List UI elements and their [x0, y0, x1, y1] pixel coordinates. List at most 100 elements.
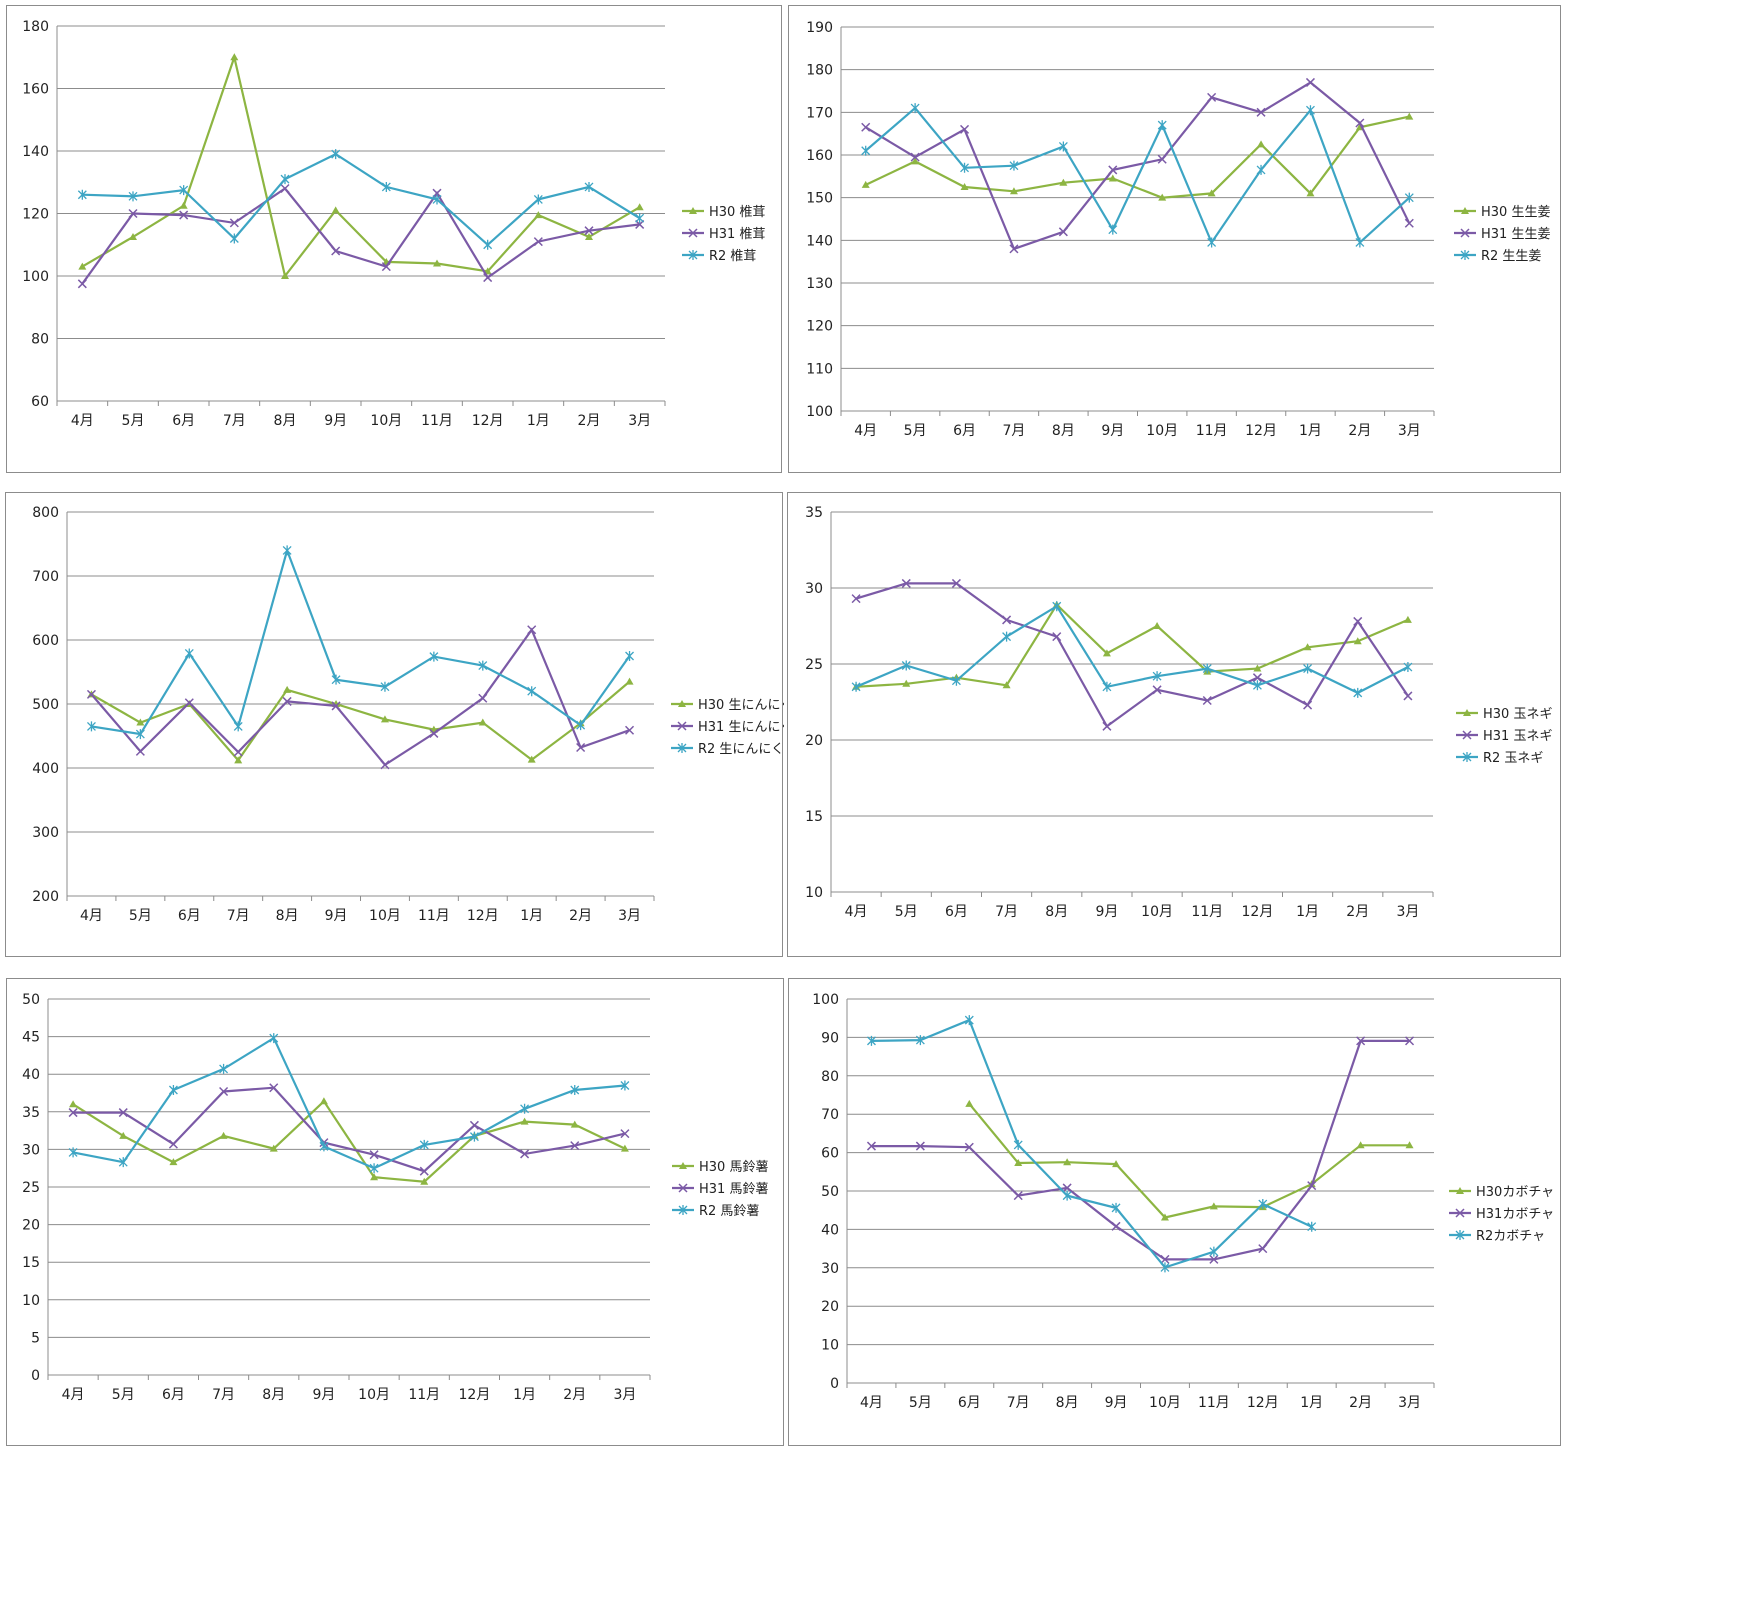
data-point	[77, 189, 87, 200]
x-tick-label: 12月	[1242, 904, 1274, 920]
series-0	[861, 112, 1414, 201]
data-point	[964, 1015, 974, 1026]
data-point	[1209, 1246, 1219, 1257]
data-point	[1356, 1036, 1366, 1046]
data-point	[86, 689, 96, 699]
y-tick-label: 300	[32, 825, 59, 841]
chart-panel-1: 60 80 100 120 140 160 180 4月 5月 6月 7月 8月 9月 10月 11月 12月…	[6, 5, 782, 473]
data-point	[128, 208, 138, 219]
data-point	[469, 1131, 479, 1142]
data-point	[381, 181, 391, 192]
x-tick-label: 10月	[1149, 1395, 1181, 1411]
y-tick-label: 90	[821, 1030, 839, 1046]
data-point	[1111, 1202, 1121, 1213]
series-1	[77, 183, 645, 289]
legend-marker	[1455, 1208, 1465, 1218]
data-point	[1160, 1262, 1170, 1273]
series-line	[73, 1086, 626, 1173]
legend-marker	[678, 1205, 688, 1215]
y-tick-label: 30	[821, 1261, 839, 1277]
series-line	[72, 1099, 626, 1183]
data-point	[118, 1108, 128, 1118]
series-line	[81, 53, 641, 279]
x-tick-label: 12月	[472, 413, 504, 429]
data-point	[1403, 615, 1412, 623]
series-line	[864, 106, 1411, 245]
data-point	[1303, 643, 1312, 651]
data-point	[1303, 663, 1313, 674]
legend-label: H30 玉ネギ	[1483, 707, 1552, 722]
y-tick-label: 25	[805, 657, 823, 673]
data-point	[960, 183, 969, 190]
legend-item: H31 椎茸	[682, 227, 765, 242]
legend: H30カボチャ H31カボチャ R2カボチャ	[1449, 1185, 1554, 1244]
data-point	[1009, 160, 1019, 171]
data-point	[910, 152, 920, 162]
data-point	[380, 681, 390, 692]
data-point	[478, 718, 487, 726]
data-point	[620, 1144, 629, 1152]
legend: H30 玉ネギ H31 玉ネギ R2 玉ネギ	[1456, 707, 1552, 766]
x-tick-label: 5月	[904, 423, 927, 439]
x-tick-label: 6月	[178, 908, 201, 924]
x-tick-label: 3月	[1398, 423, 1421, 439]
x-tick-label: 1月	[1296, 904, 1319, 920]
data-point	[964, 1142, 974, 1152]
data-point	[1305, 77, 1315, 87]
y-tick-label: 0	[830, 1376, 839, 1392]
data-point	[419, 1166, 429, 1176]
data-point	[1152, 671, 1162, 682]
data-point	[1353, 637, 1362, 645]
data-point	[533, 194, 543, 205]
legend-label: R2カボチャ	[1476, 1229, 1545, 1244]
series-0	[852, 600, 1412, 690]
x-tick-label: 5月	[895, 904, 918, 920]
data-point	[331, 149, 341, 160]
x-tick-label: 8月	[1056, 1395, 1079, 1411]
data-point	[1355, 118, 1365, 128]
data-point	[1209, 1202, 1218, 1210]
x-tick-label: 5月	[112, 1387, 135, 1403]
data-point	[128, 191, 138, 202]
y-tick-label: 80	[31, 332, 49, 348]
x-tick-label: 6月	[945, 904, 968, 920]
x-tick-label: 12月	[1245, 423, 1277, 439]
x-tick-label: 1月	[513, 1387, 536, 1403]
data-point	[1009, 244, 1019, 254]
data-point	[901, 660, 911, 671]
legend-item: R2 生にんにく	[671, 742, 784, 757]
x-tick-label: 4月	[860, 1395, 883, 1411]
data-point	[331, 701, 341, 711]
data-point	[184, 698, 194, 708]
data-point	[960, 162, 970, 173]
data-point	[901, 578, 911, 588]
data-point	[1157, 154, 1167, 164]
data-point	[534, 211, 543, 219]
data-point	[951, 675, 961, 686]
x-tick-label: 3月	[618, 908, 641, 924]
chart-potato: 0 5 10 15 20 25 30 35 40 45 50 4月 5月 6月 7月 8月 9月 10月 11月 12…	[22, 992, 768, 1403]
data-point	[1306, 189, 1315, 197]
y-tick-label: 800	[32, 505, 59, 521]
x-tick-label: 4月	[80, 908, 103, 924]
data-point	[951, 578, 961, 588]
data-point	[620, 1080, 630, 1091]
y-tick-label: 15	[805, 809, 823, 825]
data-point	[1111, 1221, 1121, 1231]
data-point	[576, 742, 586, 753]
data-point	[527, 625, 537, 635]
y-tick-label: 35	[22, 1105, 40, 1121]
x-tick-label: 11月	[421, 413, 453, 429]
gridlines	[841, 26, 1434, 412]
series-2	[68, 1033, 630, 1174]
data-point	[233, 721, 243, 732]
data-point	[910, 103, 920, 114]
series-1	[86, 625, 635, 770]
x-tick-label: 2月	[563, 1387, 586, 1403]
legend-label: H31 馬鈴薯	[699, 1182, 768, 1197]
x-tick-label: 9月	[312, 1387, 335, 1403]
x-tick-label: 1月	[1299, 423, 1322, 439]
y-tick-label: 45	[22, 1030, 40, 1046]
y-tick-label: 130	[806, 276, 833, 292]
x-tick-label: 10月	[1146, 423, 1178, 439]
